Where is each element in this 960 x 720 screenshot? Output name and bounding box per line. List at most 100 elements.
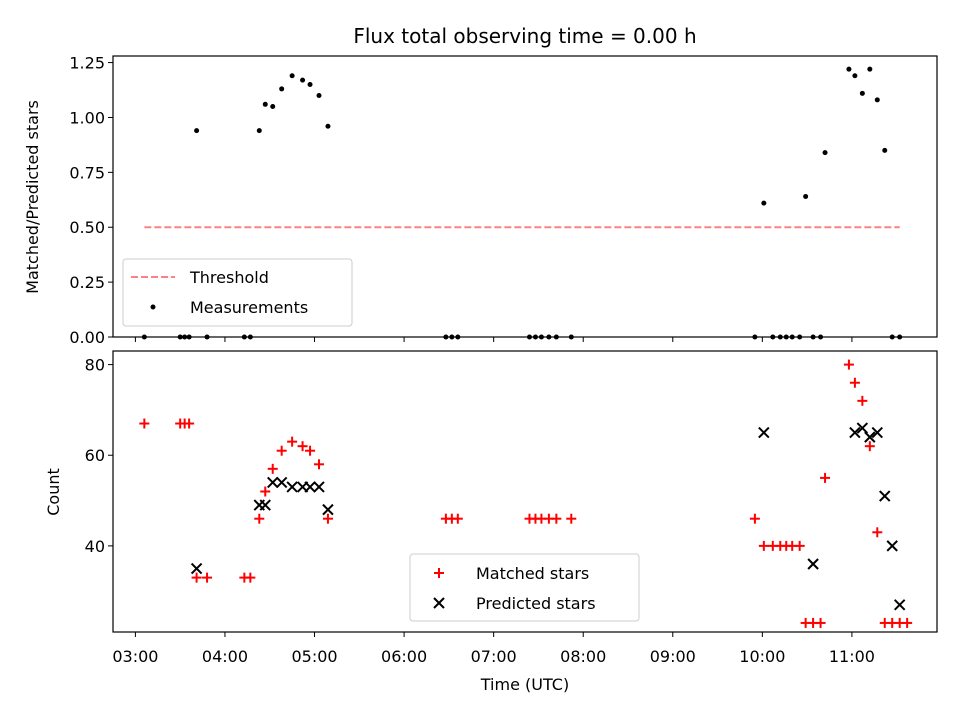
legend-matched-label: Matched stars (476, 564, 589, 583)
matched-star-point (287, 436, 298, 447)
predicted-star-point (879, 490, 891, 502)
top-y-axis-label: Matched/Predicted stars (23, 100, 42, 294)
matched-star-point (864, 441, 875, 452)
predicted-star-stroke-b (259, 499, 271, 511)
matched-star-point (815, 617, 826, 628)
x-tick-label: 08:00 (560, 647, 606, 666)
x-tick-label: 04:00 (202, 647, 248, 666)
matched-star-point (551, 513, 562, 524)
predicted-star-point (871, 426, 883, 439)
x-axis-label: Time (UTC) (480, 675, 569, 694)
measurement-point (859, 90, 865, 96)
top-legend: Threshold Measurements (122, 258, 353, 327)
matched-star-point (305, 445, 316, 456)
predicted-star-point (267, 476, 279, 489)
predicted-star-point (864, 431, 876, 443)
measurement-point (262, 101, 268, 107)
matched-star-point (139, 418, 150, 429)
bottom-y-axis-label: Count (44, 468, 63, 516)
matched-star-point (849, 377, 860, 388)
matched-star-point (267, 463, 278, 474)
measurement-point (316, 93, 322, 99)
y-tick-label: 0.25 (69, 273, 105, 292)
bottom-axes-frame (112, 350, 938, 633)
bottom-legend-box (409, 553, 640, 622)
matched-star-point (843, 359, 854, 370)
y-tick-label: 0.00 (69, 328, 105, 347)
x-tick-label: 05:00 (291, 647, 337, 666)
matched-star-point (452, 513, 463, 524)
predicted-star-point (286, 481, 298, 493)
measurement-point (194, 128, 200, 134)
top-panel: 0.00 0.25 0.50 0.75 1.00 1.25 Matched/Predict… (23, 54, 938, 347)
predicted-star-point (886, 540, 898, 552)
measurement-point (846, 66, 852, 72)
predicted-star-point (313, 481, 325, 493)
bottom-series-layer (139, 359, 913, 628)
measurement-point (852, 73, 858, 79)
y-tick-label: 0.50 (69, 218, 105, 237)
matched-star-point (794, 540, 805, 551)
top-y-ticks: 0.00 0.25 0.50 0.75 1.00 1.25 (69, 54, 113, 347)
legend-matched-swatch (434, 568, 444, 578)
y-tick-label: 0.75 (69, 163, 105, 182)
matched-star-point (245, 572, 256, 583)
legend-measurements-swatch (150, 304, 156, 310)
predicted-star-stroke-b (886, 540, 898, 552)
measurement-point (761, 200, 767, 206)
predicted-star-stroke-b (856, 422, 869, 434)
measurement-point (867, 66, 873, 72)
y-tick-label: 40 (85, 537, 105, 556)
predicted-star-stroke-b (849, 426, 861, 439)
bottom-y-ticks: 40 60 80 (85, 356, 113, 556)
predicted-star-stroke-b (758, 426, 770, 439)
predicted-star-stroke-b (864, 431, 876, 443)
predicted-star-point (259, 499, 271, 511)
matched-star-point (749, 513, 760, 524)
matched-star-point (758, 540, 769, 551)
predicted-star-stroke-b (893, 599, 906, 611)
matched-star-point (184, 418, 195, 429)
matched-star-point (820, 472, 831, 483)
top-legend-box (122, 258, 353, 327)
measurement-point (300, 77, 306, 83)
predicted-star-point (856, 422, 869, 434)
matched-star-point (322, 513, 333, 524)
predicted-star-point (322, 503, 334, 516)
matched-star-point (872, 527, 883, 538)
matched-star-point (202, 572, 213, 583)
predicted-star-stroke-b (807, 558, 819, 570)
predicted-star-stroke-b (190, 562, 203, 575)
matched-star-point (191, 572, 202, 583)
matched-star-point (902, 617, 913, 628)
matched-star-point (297, 441, 308, 452)
predicted-star-stroke-b (275, 476, 288, 489)
y-tick-label: 80 (85, 356, 105, 375)
legend-predicted-label: Predicted stars (476, 594, 596, 613)
chart-title: Flux total observing time = 0.00 h (353, 24, 696, 48)
predicted-star-stroke-b (313, 481, 325, 493)
legend-measurements-label: Measurements (190, 298, 308, 317)
measurement-point (279, 86, 285, 92)
matched-star-point (857, 395, 868, 406)
predicted-star-point (304, 481, 316, 493)
measurement-point (256, 128, 262, 134)
predicted-star-point (275, 476, 288, 489)
predicted-star-point (190, 562, 203, 575)
predicted-star-stroke-b (871, 426, 883, 439)
measurement-point (882, 147, 888, 153)
matched-star-point (276, 445, 287, 456)
measurement-point (325, 123, 331, 129)
x-tick-label: 06:00 (381, 647, 427, 666)
y-tick-label: 1.00 (69, 108, 105, 127)
x-tick-label: 07:00 (471, 647, 517, 666)
legend-threshold-label: Threshold (189, 268, 269, 287)
matched-star-point (254, 513, 265, 524)
x-tick-label: 09:00 (650, 647, 696, 666)
predicted-star-stroke-b (304, 481, 316, 493)
measurement-point (874, 97, 880, 103)
x-tick-label: 03:00 (112, 647, 158, 666)
x-tick-label: 11:00 (829, 647, 875, 666)
legend-predicted-swatch (433, 597, 445, 609)
